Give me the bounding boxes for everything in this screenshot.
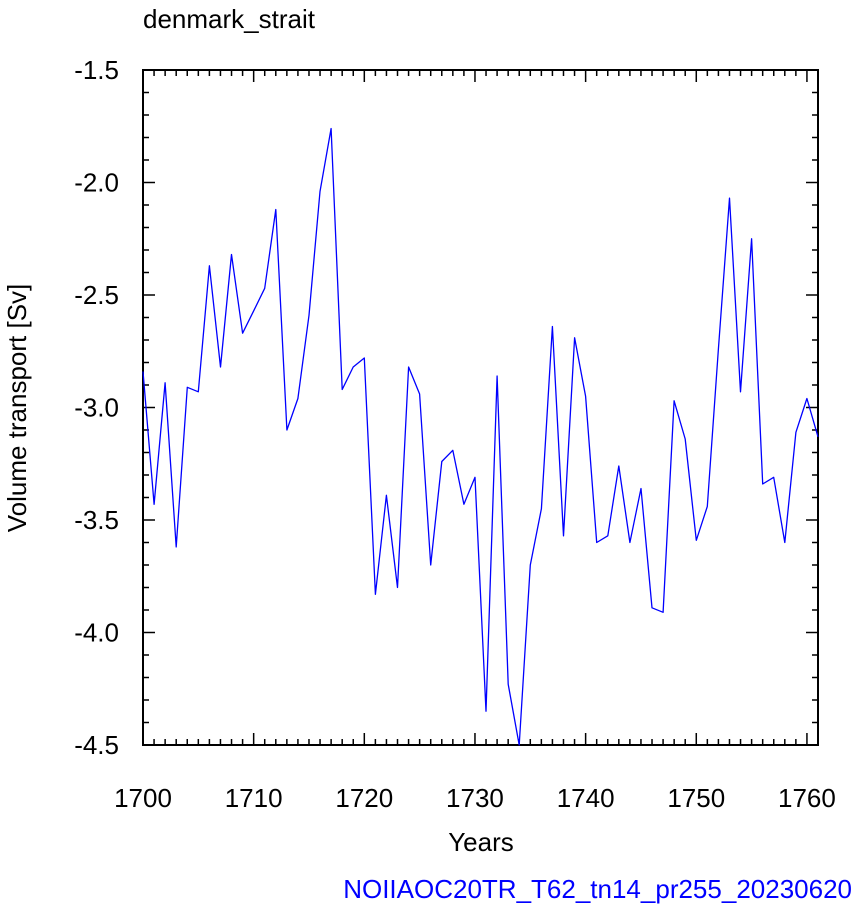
footer-run-id: NOIIAOC20TR_T62_tn14_pr255_20230620: [343, 874, 852, 904]
x-axis-label: Years: [448, 827, 514, 857]
x-tick-label: 1730: [446, 783, 504, 813]
x-tick-label: 1720: [335, 783, 393, 813]
y-tick-label: -4.0: [74, 618, 119, 648]
y-tick-label: -1.5: [74, 55, 119, 85]
y-tick-label: -2.0: [74, 168, 119, 198]
y-tick-label: -3.0: [74, 393, 119, 423]
x-axis-ticks: [142, 70, 819, 745]
x-tick-label: 1760: [778, 783, 836, 813]
y-tick-label: -2.5: [74, 280, 119, 310]
x-tick-label: 1710: [225, 783, 283, 813]
data-series: [142, 127, 819, 746]
y-axis-label: Volume transport [Sv]: [2, 284, 32, 533]
series-line: [142, 127, 819, 746]
x-tick-label: 1750: [667, 783, 725, 813]
y-tick-label: -3.5: [74, 505, 119, 535]
plot-frame: [142, 69, 819, 746]
x-axis-tick-labels: 1700 1710 1720 1730 1740 1750 1760: [114, 783, 836, 813]
x-tick-label: 1700: [114, 783, 172, 813]
x-tick-label: 1740: [557, 783, 615, 813]
y-axis-tick-labels: -1.5 -2.0 -2.5 -3.0 -3.5 -4.0 -4.5: [74, 55, 119, 760]
chart-title: denmark_strait: [143, 4, 316, 34]
plot-frame-rect: [142, 69, 819, 746]
y-tick-label: -4.5: [74, 730, 119, 760]
y-axis-ticks: [143, 69, 818, 746]
